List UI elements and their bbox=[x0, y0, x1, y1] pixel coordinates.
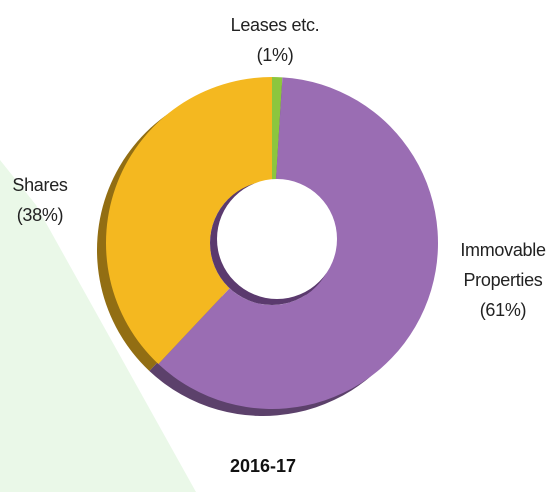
hole bbox=[217, 179, 337, 299]
slice bbox=[272, 77, 283, 182]
slice bbox=[106, 77, 272, 365]
value-label: (1%) bbox=[256, 45, 294, 65]
slice-label: Leases etc. (1%) bbox=[195, 10, 355, 70]
value-label: (61%) bbox=[479, 300, 527, 320]
slices bbox=[106, 77, 439, 410]
category-name: Immovable Properties bbox=[460, 240, 546, 290]
slice-label: Shares (38%) bbox=[0, 170, 80, 230]
background-shape bbox=[0, 160, 196, 492]
chart-title: 2016-17 bbox=[229, 456, 297, 476]
category-name: Shares bbox=[12, 175, 68, 195]
slice-label: Immovable Properties (61%) bbox=[440, 235, 558, 325]
category-name: Leases etc. bbox=[230, 15, 320, 35]
slice bbox=[158, 77, 439, 410]
value-label: (38%) bbox=[16, 205, 64, 225]
